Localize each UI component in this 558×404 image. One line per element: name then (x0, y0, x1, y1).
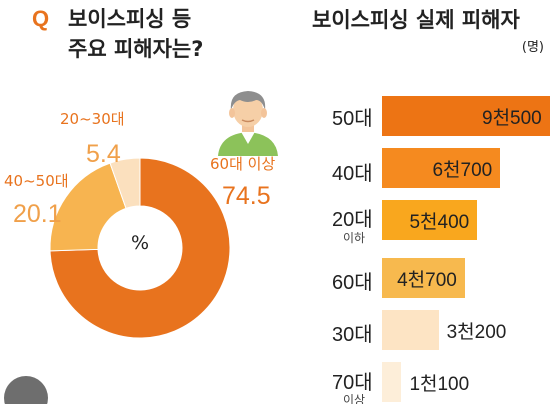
elderly-person-icon (218, 91, 278, 156)
donut-slice (49, 157, 231, 339)
bar-category-label: 60대 (332, 272, 373, 294)
pie-label-20-30: 20~30대 (60, 110, 125, 128)
right-title: 보이스피싱 실제 피해자 (312, 8, 520, 32)
bar-category-label: 70대 (332, 372, 373, 394)
bar-category-label: 40대 (332, 163, 373, 185)
bar (382, 362, 402, 402)
bar-value-label: 1천100 (409, 373, 470, 395)
bar-category-label: 30대 (332, 324, 373, 346)
bar-value-label: 9천500 (482, 107, 542, 129)
bar-category-sublabel: 이하 (343, 231, 366, 245)
left-title-line2: 주요 피해자는? (68, 37, 204, 61)
donut-slice (49, 162, 127, 252)
pie-value-40-50: 20.1 (13, 200, 62, 228)
donut-chart (49, 157, 231, 339)
bar-category-label: 50대 (332, 108, 373, 130)
bar (382, 148, 501, 188)
bar-value-label: 4천700 (397, 269, 457, 291)
pie-label-60plus: 60대 이상 (210, 155, 276, 173)
lens-icon[interactable] (4, 376, 48, 404)
bar-category-sublabel: 이상 (343, 393, 366, 404)
unit-label: (명) (521, 40, 544, 55)
pie-value-60plus: 74.5 (222, 182, 271, 210)
pie-label-40-50: 40~50대 (4, 172, 69, 190)
bar (382, 96, 550, 136)
bar (382, 200, 478, 240)
left-title-line1: 보이스피싱 등 (68, 7, 192, 31)
bar-value-label: 5천400 (409, 211, 470, 233)
donut-center-label: % (131, 232, 150, 254)
bar-value-label: 6천700 (432, 159, 493, 181)
bar (382, 310, 439, 350)
question-badge: Q (32, 6, 50, 31)
pie-value-20-30: 5.4 (86, 140, 121, 168)
bar-category-label: 20대 (332, 209, 373, 231)
bar-value-label: 3천200 (446, 321, 507, 343)
donut-slice (109, 157, 141, 210)
bar (382, 258, 466, 298)
left-title: 보이스피싱 등 주요 피해자는? (68, 4, 203, 64)
